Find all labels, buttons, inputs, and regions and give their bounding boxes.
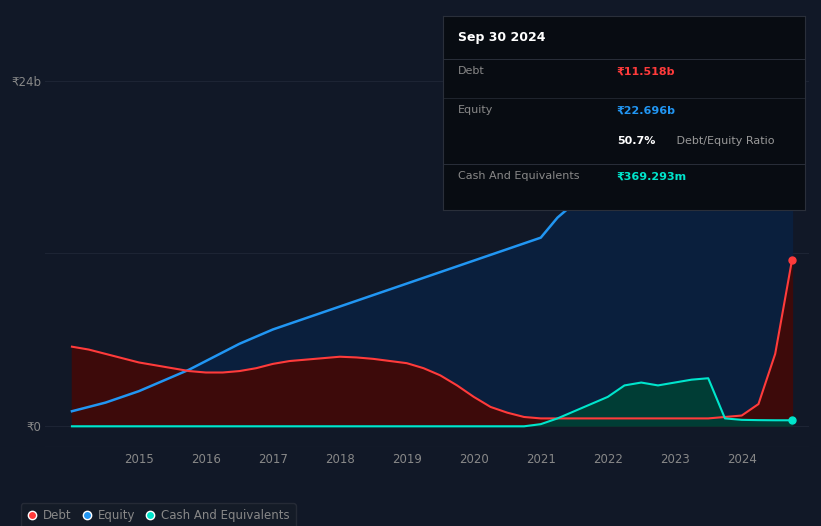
Text: ₹11.518b: ₹11.518b [617,66,675,76]
Point [786,416,799,424]
Text: Equity: Equity [458,105,493,115]
Text: ₹369.293m: ₹369.293m [617,171,687,181]
Text: Sep 30 2024: Sep 30 2024 [458,32,545,44]
Text: 50.7%: 50.7% [617,136,655,146]
Legend: Debt, Equity, Cash And Equivalents: Debt, Equity, Cash And Equivalents [21,503,296,526]
Text: Debt/Equity Ratio: Debt/Equity Ratio [672,136,774,146]
Text: Debt: Debt [458,66,484,76]
Point [786,256,799,265]
Text: Cash And Equivalents: Cash And Equivalents [458,171,580,181]
Text: ₹22.696b: ₹22.696b [617,105,676,115]
Point [786,96,799,104]
